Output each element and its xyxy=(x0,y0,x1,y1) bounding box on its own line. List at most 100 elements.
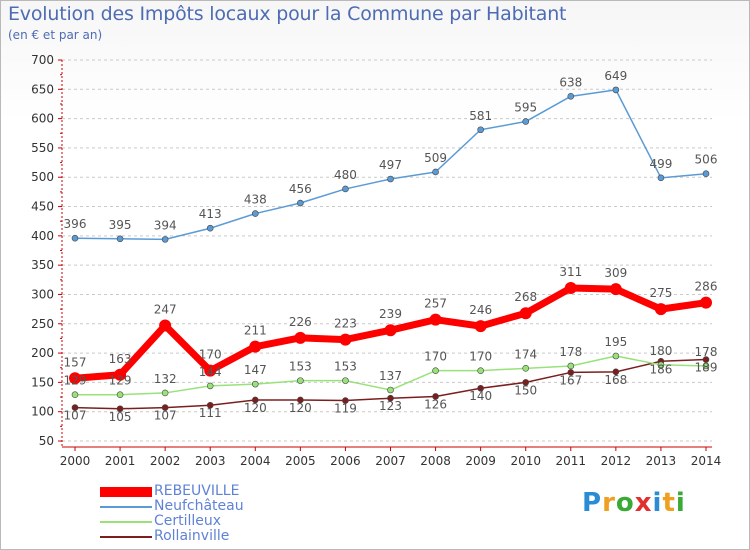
y-tick-label: 300 xyxy=(31,287,54,301)
data-label: 195 xyxy=(604,335,627,349)
data-point xyxy=(384,324,397,337)
data-point xyxy=(429,313,442,326)
data-label: 186 xyxy=(649,362,672,376)
data-label: 509 xyxy=(424,151,447,165)
data-point xyxy=(204,364,217,377)
data-point xyxy=(387,394,394,402)
y-tick-label: 400 xyxy=(31,229,54,243)
data-label: 129 xyxy=(109,374,132,388)
data-label: 309 xyxy=(604,266,627,280)
data-point xyxy=(432,393,439,400)
logo-letter: P xyxy=(582,488,603,518)
data-point xyxy=(251,380,259,388)
data-label: 163 xyxy=(109,352,132,366)
data-point xyxy=(654,303,667,316)
data-label: 395 xyxy=(109,218,132,232)
data-label: 595 xyxy=(514,101,537,115)
data-label: 223 xyxy=(334,317,357,331)
legend-swatch xyxy=(100,487,152,497)
x-tick-label: 2004 xyxy=(240,454,271,468)
data-label: 638 xyxy=(559,75,582,89)
data-point xyxy=(477,126,484,134)
x-tick-label: 2013 xyxy=(646,454,677,468)
legend-item: REBEUVILLE xyxy=(100,483,300,499)
data-label: 268 xyxy=(514,290,537,304)
data-label: 111 xyxy=(199,406,222,420)
legend-label: Rollainville xyxy=(154,528,230,544)
data-point xyxy=(297,377,304,384)
data-point xyxy=(71,404,79,411)
data-label: 246 xyxy=(469,303,492,317)
logo-letter: o xyxy=(615,488,635,518)
data-label: 581 xyxy=(469,109,492,123)
data-point xyxy=(522,365,530,372)
data-point xyxy=(700,296,712,309)
chart-title: Evolution des Impôts locaux pour la Comm… xyxy=(8,3,567,25)
x-tick-label: 2000 xyxy=(60,454,91,468)
data-point xyxy=(477,367,484,374)
data-point xyxy=(564,282,577,295)
data-label: 150 xyxy=(514,383,537,397)
y-tick-label: 450 xyxy=(31,200,54,214)
y-tick-label: 350 xyxy=(31,258,54,272)
data-point xyxy=(702,362,710,370)
data-label: 396 xyxy=(64,217,87,231)
data-label: 480 xyxy=(334,168,357,182)
data-point xyxy=(297,396,304,404)
x-tick-label: 2006 xyxy=(330,454,361,468)
legend-swatch xyxy=(100,521,152,523)
data-label: 107 xyxy=(64,409,87,423)
data-point xyxy=(69,372,81,385)
data-point xyxy=(161,236,169,243)
data-label: 180 xyxy=(649,344,672,358)
data-point xyxy=(522,118,530,125)
logo-letter: i xyxy=(675,488,686,518)
data-point xyxy=(612,368,620,376)
y-tick-label: 250 xyxy=(31,317,54,331)
data-point xyxy=(567,362,575,370)
data-label: 311 xyxy=(559,265,582,279)
data-point xyxy=(116,391,124,398)
data-point xyxy=(612,352,620,360)
logo-letter: r xyxy=(602,488,616,518)
data-point xyxy=(609,283,622,296)
data-point xyxy=(114,368,127,381)
data-label: 394 xyxy=(154,218,177,232)
logo-letter: x xyxy=(634,488,653,518)
data-label: 649 xyxy=(604,69,627,83)
data-label: 129 xyxy=(64,374,87,388)
y-tick-label: 500 xyxy=(31,170,54,184)
data-point xyxy=(71,391,79,398)
x-tick-label: 2009 xyxy=(465,454,496,468)
x-tick-label: 2011 xyxy=(556,454,587,468)
data-label: 178 xyxy=(559,345,582,359)
x-tick-label: 2008 xyxy=(420,454,451,468)
legend-item: Certilleux xyxy=(100,513,300,529)
y-tick-label: 550 xyxy=(31,141,54,155)
data-label: 153 xyxy=(334,360,357,374)
data-point xyxy=(342,397,349,404)
legend-item: Rollainville xyxy=(100,528,300,544)
data-label: 247 xyxy=(154,303,177,317)
x-tick-label: 2001 xyxy=(105,454,136,468)
data-label: 275 xyxy=(649,286,672,300)
logo-letter: i xyxy=(652,488,663,518)
chart-legend: REBEUVILLE Neufchâteau Certilleux Rollainvi… xyxy=(100,483,300,544)
data-point xyxy=(477,384,484,392)
data-point xyxy=(474,320,487,333)
data-point xyxy=(206,382,214,390)
data-point xyxy=(342,377,349,384)
data-label: 126 xyxy=(424,397,447,411)
data-label: 147 xyxy=(244,363,267,377)
y-tick-label: 50 xyxy=(39,434,54,448)
x-tick-label: 2012 xyxy=(601,454,632,468)
data-point xyxy=(294,331,307,344)
logo-letter: t xyxy=(662,488,676,518)
data-label: 168 xyxy=(604,373,627,387)
legend-item: Neufchâteau xyxy=(100,498,300,514)
data-label: 123 xyxy=(379,399,402,413)
data-point xyxy=(297,199,304,207)
x-tick-label: 2014 xyxy=(691,454,722,468)
data-label: 120 xyxy=(289,401,312,415)
data-point xyxy=(387,175,394,183)
